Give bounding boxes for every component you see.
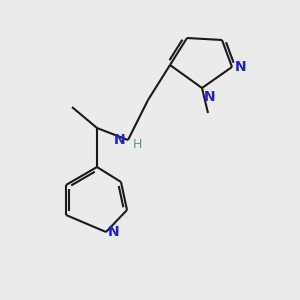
Text: N: N [235, 60, 247, 74]
Text: N: N [108, 225, 120, 239]
Text: H: H [133, 137, 142, 151]
Text: N: N [204, 90, 216, 104]
Text: N: N [113, 133, 125, 147]
